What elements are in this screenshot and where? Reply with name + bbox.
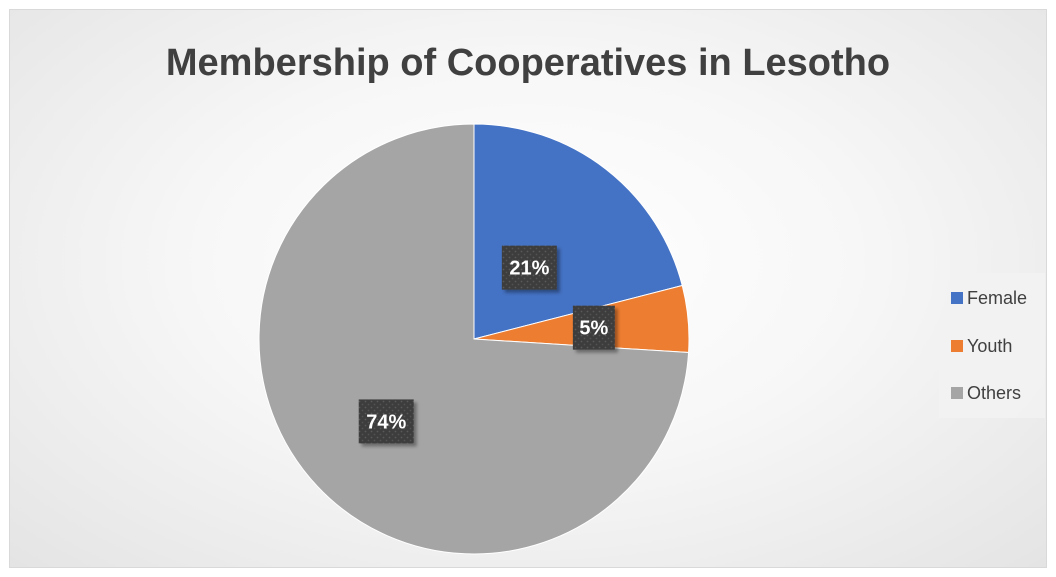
legend-label-others: Others (967, 382, 1022, 403)
data-label-box (572, 305, 615, 350)
chart-area: Membership of Cooperatives in Lesotho 21… (9, 9, 1047, 568)
data-label-others: 74% (358, 399, 414, 444)
data-label-box (358, 399, 414, 444)
legend-item-female: Female (951, 286, 1027, 310)
data-label-box (501, 245, 557, 290)
data-label-text: 74% (366, 411, 406, 433)
legend-swatch-female (951, 292, 963, 304)
pie-slice-others (258, 123, 690, 555)
legend-item-youth: Youth (951, 334, 1012, 358)
legend-label-youth: Youth (967, 335, 1013, 356)
legend: Female Youth Others (939, 273, 1045, 418)
data-label-female: 21% (501, 245, 557, 290)
data-label-text: 5% (579, 318, 608, 340)
legend-swatch-youth (951, 340, 963, 352)
legend-item-others: Others (951, 381, 1021, 405)
data-label-youth: 5% (572, 305, 615, 350)
data-label-text: 21% (509, 258, 549, 280)
pie-slices (258, 123, 690, 555)
legend-label-female: Female (967, 287, 1028, 308)
legend-swatch-others (951, 387, 963, 399)
chart-title: Membership of Cooperatives in Lesotho (165, 42, 891, 84)
pie-data-labels: 21% 5% 74% (358, 245, 615, 444)
pie-chart: 21% 5% 74% (258, 123, 690, 555)
